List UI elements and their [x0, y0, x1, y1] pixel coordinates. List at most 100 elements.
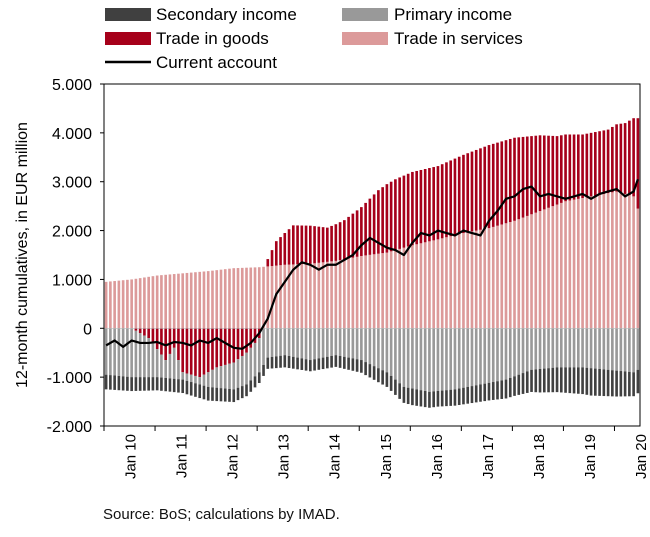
bar-trade-in-goods: [543, 136, 546, 210]
bar-secondary-income: [437, 391, 440, 407]
bar-primary-income: [135, 331, 138, 377]
bar-trade-in-services: [164, 275, 167, 329]
bar-secondary-income: [415, 389, 418, 405]
bar-primary-income: [347, 328, 350, 357]
bar-secondary-income: [547, 368, 550, 392]
bar-primary-income: [611, 328, 614, 370]
bar-trade-in-services: [339, 260, 342, 328]
bar-secondary-income: [483, 384, 486, 401]
bar-trade-in-goods: [373, 194, 376, 254]
bar-secondary-income: [573, 367, 576, 393]
bar-trade-in-services: [326, 262, 329, 328]
bar-primary-income: [594, 328, 597, 368]
bar-primary-income: [139, 333, 142, 377]
bar-trade-in-services: [420, 243, 423, 328]
bar-trade-in-services: [207, 271, 210, 328]
bar-trade-in-goods: [352, 214, 355, 258]
bar-trade-in-services: [386, 253, 389, 329]
bar-trade-in-goods: [335, 224, 338, 261]
legend-label-trade-in-goods: Trade in goods: [156, 29, 269, 48]
bar-trade-in-goods: [394, 179, 397, 250]
bar-trade-in-services: [381, 253, 384, 328]
bar-secondary-income: [283, 355, 286, 367]
bar-primary-income: [360, 328, 363, 360]
bar-primary-income: [279, 328, 282, 355]
bar-trade-in-services: [573, 200, 576, 329]
bar-trade-in-services: [628, 195, 631, 328]
bar-trade-in-services: [305, 264, 308, 328]
bar-primary-income: [415, 328, 418, 389]
bar-trade-in-goods: [483, 147, 486, 229]
bar-trade-in-services: [113, 281, 116, 328]
bar-primary-income: [522, 328, 525, 373]
bar-trade-in-goods: [313, 226, 316, 263]
bar-primary-income: [211, 370, 214, 388]
bar-primary-income: [479, 328, 482, 384]
x-tick-label: Jan 18: [531, 434, 548, 479]
bar-primary-income: [492, 328, 495, 382]
bar-primary-income: [586, 328, 589, 367]
bar-trade-in-goods: [386, 184, 389, 252]
legend-label-current-account: Current account: [156, 53, 277, 72]
bar-trade-in-services: [407, 246, 410, 328]
plot-area: [104, 84, 640, 426]
bar-primary-income: [445, 328, 448, 390]
bar-primary-income: [249, 348, 252, 381]
bar-secondary-income: [454, 389, 457, 405]
bar-secondary-income: [411, 389, 414, 406]
x-tick-label: Jan 12: [225, 434, 242, 479]
bar-primary-income: [568, 328, 571, 367]
bar-secondary-income: [424, 391, 427, 407]
bar-trade-in-services: [590, 196, 593, 328]
bar-primary-income: [628, 328, 631, 372]
bar-primary-income: [237, 359, 240, 388]
y-axis-title: 12-month cumulatives, in EUR million: [14, 122, 31, 388]
bar-trade-in-services: [551, 206, 554, 328]
bar-primary-income: [539, 328, 542, 369]
bar-primary-income: [615, 328, 618, 370]
bar-primary-income: [258, 338, 261, 372]
bar-trade-in-goods: [611, 127, 614, 192]
bar-trade-in-services: [560, 203, 563, 328]
bar-trade-in-services: [449, 236, 452, 328]
bar-trade-in-goods: [449, 160, 452, 236]
bar-trade-in-services: [237, 268, 240, 328]
bar-primary-income: [551, 328, 554, 367]
bar-secondary-income: [215, 388, 218, 401]
bar-trade-in-services: [156, 276, 159, 329]
bar-trade-in-goods: [271, 250, 274, 266]
bars-layer: [105, 118, 639, 408]
bar-secondary-income: [126, 377, 129, 391]
y-tick-label: 4.000: [52, 126, 92, 143]
bar-trade-in-goods: [186, 328, 189, 373]
bar-secondary-income: [364, 362, 367, 375]
bar-trade-in-services: [190, 273, 193, 329]
bar-trade-in-goods: [522, 137, 525, 218]
bar-trade-in-services: [139, 278, 142, 328]
bar-secondary-income: [241, 386, 244, 398]
bar-trade-in-goods: [305, 226, 308, 264]
bar-primary-income: [398, 328, 401, 383]
bar-trade-in-goods: [309, 226, 312, 264]
bar-trade-in-goods: [275, 241, 278, 265]
bar-trade-in-services: [135, 279, 138, 329]
bar-primary-income: [564, 328, 567, 367]
bar-trade-in-services: [271, 266, 274, 328]
bar-primary-income: [232, 362, 235, 389]
bar-trade-in-goods: [283, 233, 286, 265]
bar-primary-income: [458, 328, 461, 388]
bar-primary-income: [517, 328, 520, 374]
bar-secondary-income: [156, 377, 159, 390]
legend-label-primary-income: Primary income: [394, 5, 512, 24]
bar-trade-in-goods: [471, 152, 474, 232]
bar-trade-in-goods: [207, 328, 210, 372]
bar-secondary-income: [326, 357, 329, 369]
bar-trade-in-goods: [560, 135, 563, 203]
bar-secondary-income: [190, 382, 193, 396]
bar-trade-in-services: [492, 227, 495, 328]
bar-secondary-income: [173, 379, 176, 392]
bar-primary-income: [462, 328, 465, 387]
bar-secondary-income: [381, 370, 384, 384]
bar-secondary-income: [169, 378, 172, 391]
